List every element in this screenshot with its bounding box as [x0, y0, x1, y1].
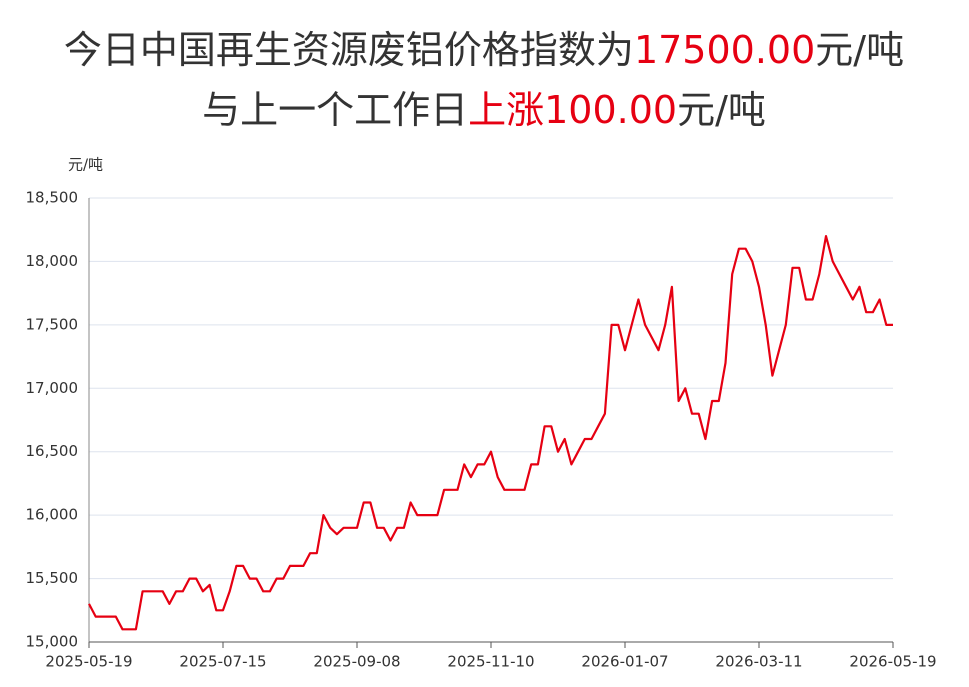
- x-tick-label: 2026-03-11: [715, 653, 802, 671]
- title-part: 17500.00: [634, 28, 815, 72]
- y-tick-label: 17,000: [26, 379, 79, 397]
- x-tick-label: 2025-07-15: [179, 653, 266, 671]
- title-part: 今日中国再生资源废铝价格指数为: [64, 28, 634, 72]
- title-part: 与上一个工作日: [202, 88, 468, 132]
- chart-title: 今日中国再生资源废铝价格指数为17500.00元/吨: [64, 28, 904, 72]
- title-part: 元/吨: [815, 28, 904, 72]
- y-tick-label: 16,500: [26, 442, 79, 460]
- y-tick-label: 18,000: [26, 252, 79, 270]
- title-part: 元/吨: [677, 88, 766, 132]
- data-line: [88, 235, 893, 631]
- x-tick-label: 2025-11-10: [447, 653, 534, 671]
- y-unit: 元/吨: [68, 156, 103, 174]
- x-tick-label: 2026-01-07: [581, 653, 668, 671]
- y-tick-label: 15,500: [26, 569, 79, 587]
- y-tick-label: 18,500: [26, 189, 79, 207]
- x-tick-label: 2025-09-08: [313, 653, 400, 671]
- y-tick-label: 16,000: [26, 506, 79, 524]
- y-tick-label: 15,000: [26, 633, 79, 651]
- x-tick-label: 2026-05-19: [849, 653, 936, 671]
- y-tick-label: 17,500: [26, 315, 79, 333]
- x-tick-label: 2025-05-19: [45, 653, 132, 671]
- title-part: 上涨100.00: [468, 88, 677, 132]
- chart-title: 与上一个工作日上涨100.00元/吨: [202, 88, 766, 132]
